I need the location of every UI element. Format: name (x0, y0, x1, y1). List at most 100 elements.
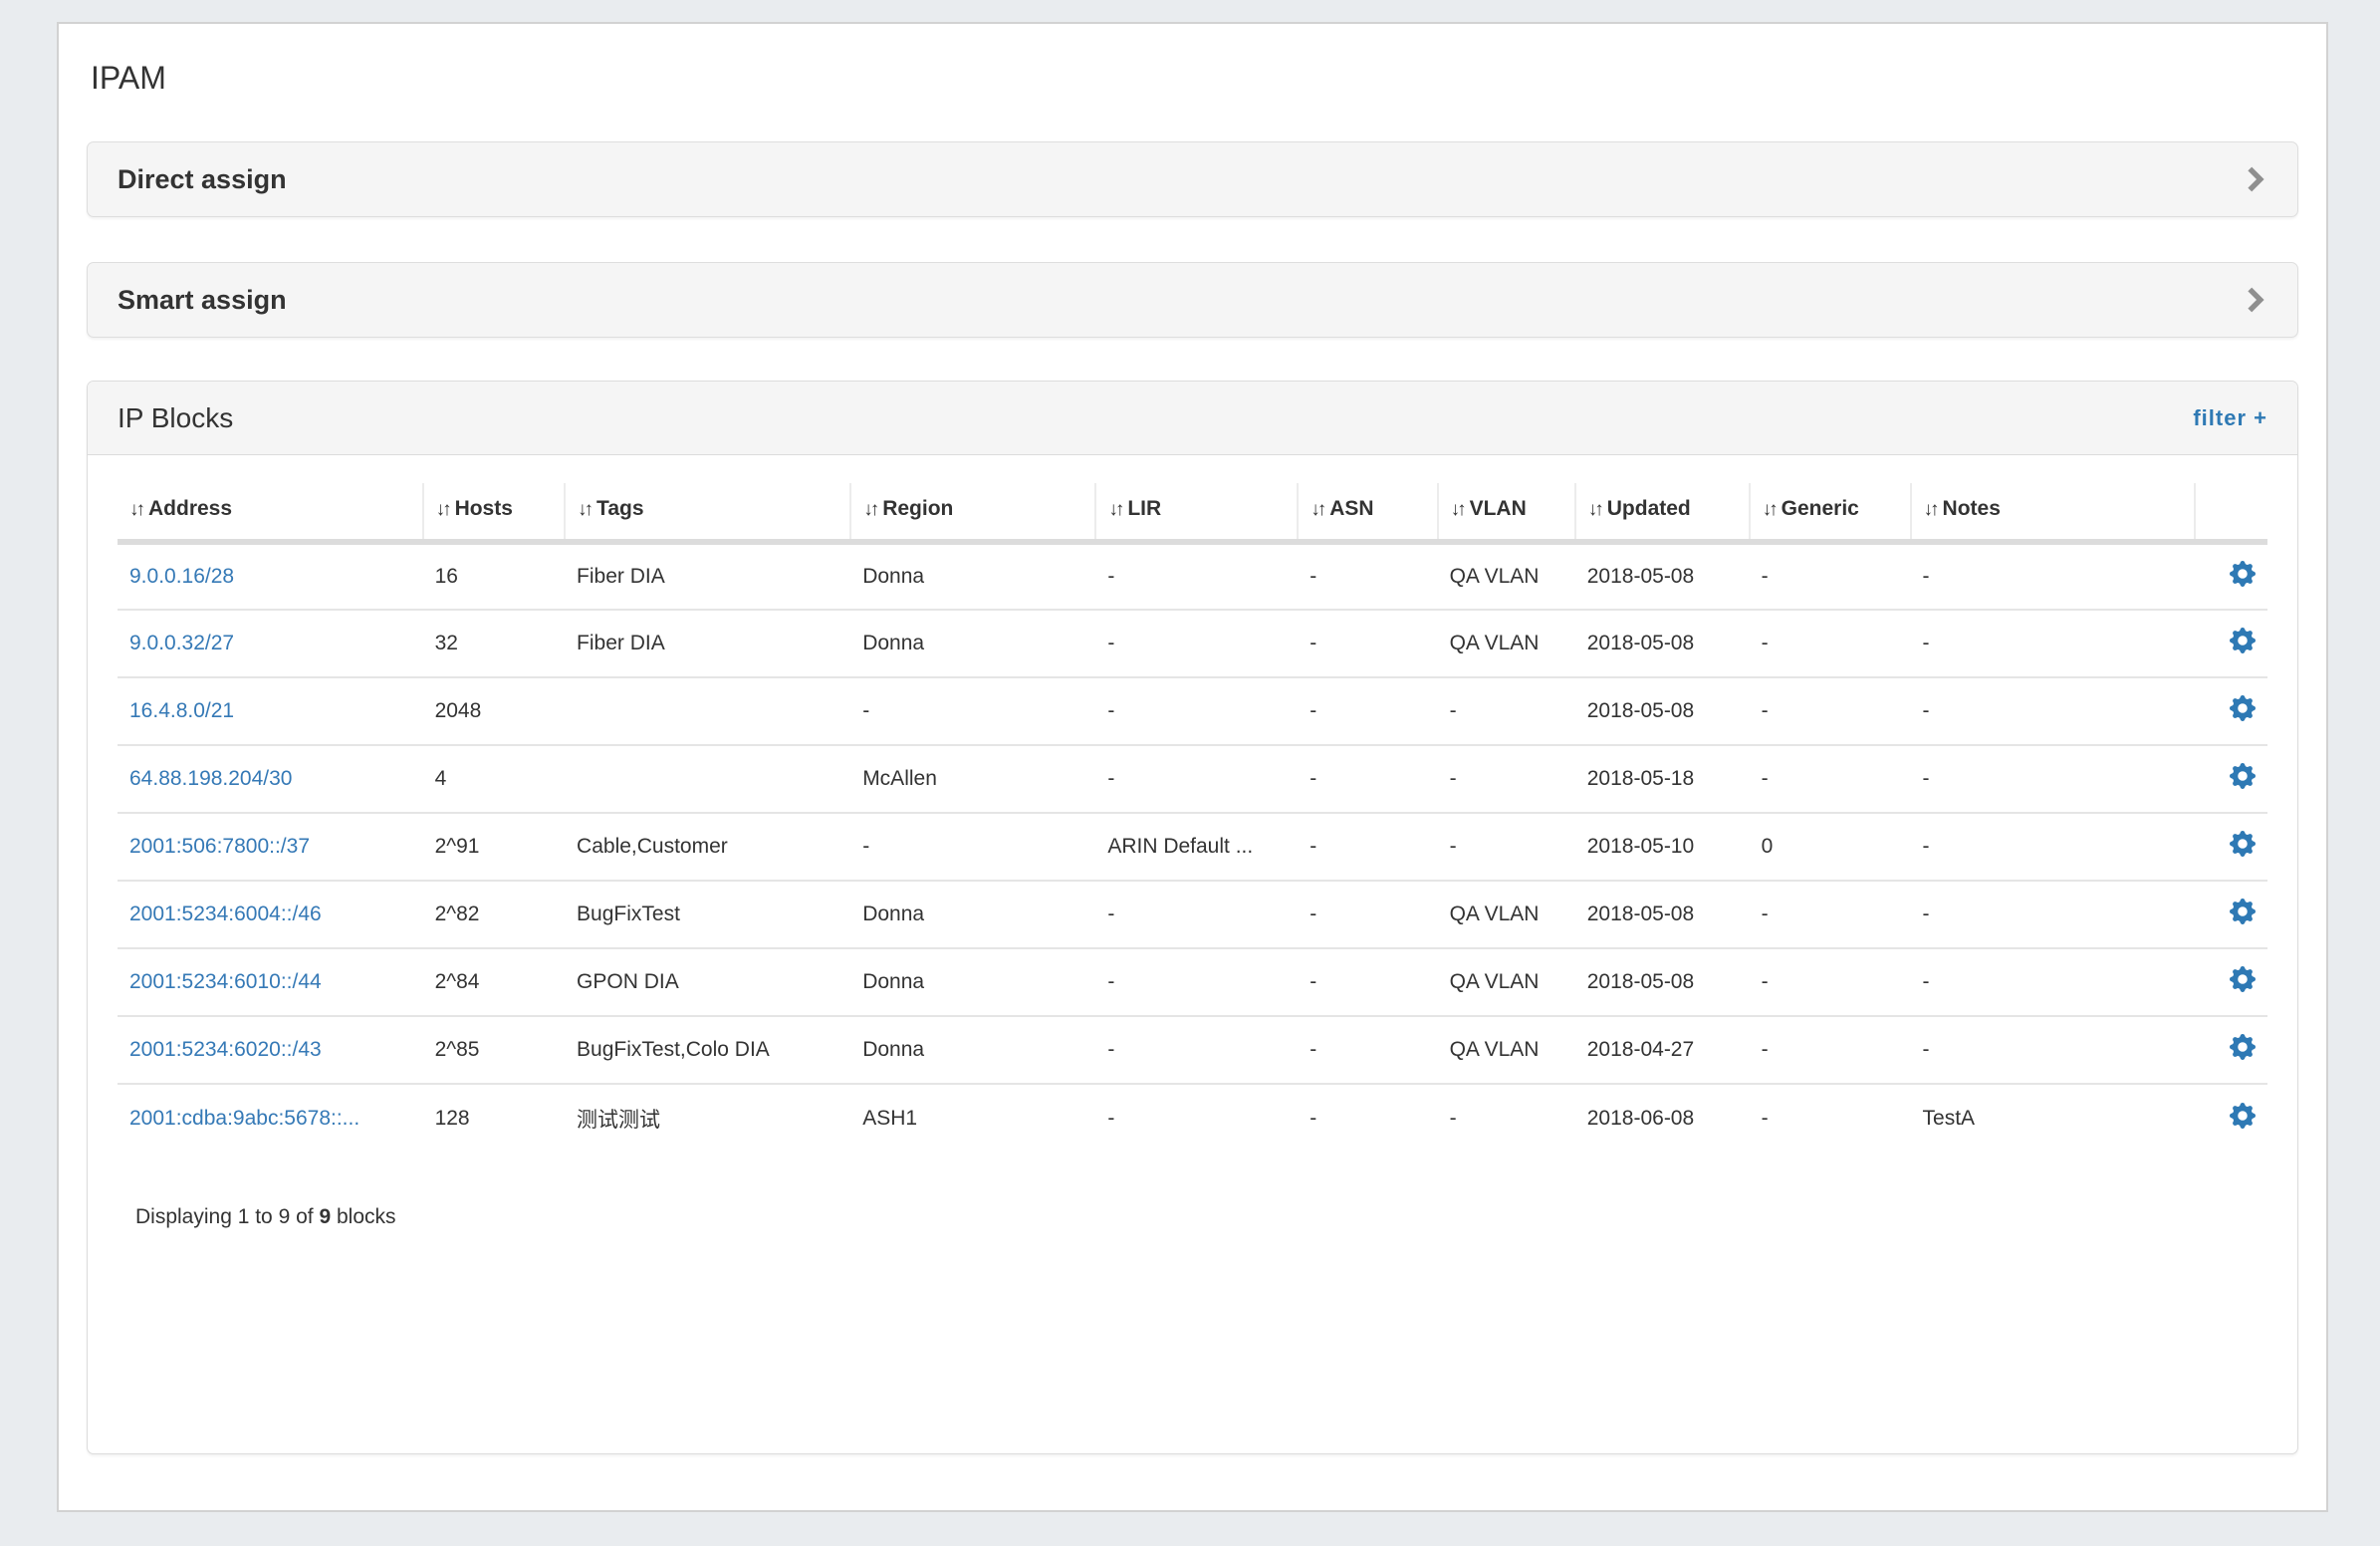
column-header-vlan[interactable]: ↓↑ VLAN (1436, 483, 1575, 545)
sort-icon: ↓↑ (1450, 499, 1467, 520)
cell-generic: 0 (1749, 813, 1911, 882)
cell-address: 2001:5234:6020::/43 (118, 1016, 423, 1085)
cell-generic: - (1749, 745, 1911, 814)
address-link[interactable]: 2001:5234:6010::/44 (129, 970, 322, 993)
column-header-region[interactable]: ↓↑ Region (849, 483, 1096, 545)
cell-asn: - (1298, 948, 1438, 1017)
direct-assign-panel[interactable]: Direct assign (87, 141, 2298, 217)
cell-actions (2194, 610, 2267, 678)
column-label: Generic (1781, 497, 1859, 520)
gear-icon (2230, 695, 2256, 721)
cell-notes: - (1910, 881, 2195, 949)
direct-assign-label: Direct assign (118, 163, 287, 194)
row-settings-button[interactable] (2230, 763, 2256, 789)
cell-tags (565, 677, 851, 746)
cell-region: Donna (850, 610, 1096, 678)
column-label: LIR (1127, 497, 1162, 520)
cell-tags: BugFixTest (565, 881, 851, 949)
column-label: ASN (1329, 497, 1374, 520)
cell-tags: GPON DIA (565, 948, 851, 1017)
gear-icon (2230, 628, 2256, 653)
gear-icon (2230, 899, 2256, 924)
chevron-right-icon (2248, 287, 2264, 313)
ip-blocks-table: ↓↑ Address ↓↑ Hosts ↓↑ Tags ↓↑ Region ↓↑ LIR ↓↑ ASN… (118, 483, 2267, 1152)
cell-updated: 2018-05-08 (1574, 881, 1750, 949)
cell-lir: - (1107, 1106, 1115, 1130)
cell-vlan: QA VLAN (1437, 1016, 1575, 1085)
address-link[interactable]: 2001:5234:6020::/43 (129, 1038, 322, 1061)
column-header-notes[interactable]: ↓↑ Notes (1909, 483, 2195, 545)
row-settings-button[interactable] (2230, 628, 2256, 653)
footer-prefix: Displaying 1 to 9 of (135, 1205, 314, 1228)
address-link[interactable]: 9.0.0.16/28 (129, 565, 235, 588)
cell-actions (2194, 813, 2267, 882)
footer-suffix: blocks (336, 1205, 396, 1228)
cell-asn: - (1298, 610, 1438, 678)
cell-lir: - (1095, 542, 1299, 611)
sort-icon: ↓↑ (1587, 499, 1604, 520)
column-header-hosts[interactable]: ↓↑ Hosts (421, 483, 566, 545)
address-link[interactable]: 2001:cdba:9abc:5678::... (129, 1106, 360, 1130)
address-link[interactable]: 2001:5234:6004::/46 (129, 902, 322, 925)
cell-region: Donna (850, 948, 1096, 1017)
cell-updated: 2018-04-27 (1574, 1016, 1750, 1085)
cell-address: 2001:5234:6010::/44 (118, 948, 423, 1017)
cell-region: - (850, 677, 1096, 746)
ip-blocks-body: ↓↑ Address ↓↑ Hosts ↓↑ Tags ↓↑ Region ↓↑ LIR ↓↑ ASN… (88, 455, 2297, 1453)
row-settings-button[interactable] (2230, 695, 2256, 721)
cell-vlan: QA VLAN (1437, 881, 1575, 949)
address-link[interactable]: 64.88.198.204/30 (129, 767, 293, 790)
row-settings-button[interactable] (2230, 1102, 2256, 1129)
gear-icon (2230, 561, 2256, 587)
filter-toggle-link[interactable]: filter + (2193, 404, 2267, 430)
cell-region: Donna (850, 542, 1096, 611)
cell-lir: - (1095, 948, 1299, 1017)
address-link[interactable]: 2001:506:7800::/37 (129, 835, 311, 858)
footer-total: 9 (319, 1205, 332, 1228)
cell-tags: Fiber DIA (565, 610, 851, 678)
address-link[interactable]: 16.4.8.0/21 (129, 699, 235, 722)
column-header-asn[interactable]: ↓↑ ASN (1297, 483, 1438, 545)
cell-vlan: - (1437, 677, 1575, 746)
column-label: Tags (596, 497, 644, 520)
cell-updated: 2018-06-08 (1586, 1106, 1695, 1130)
cell-generic: - (1749, 881, 1911, 949)
ip-blocks-title: IP Blocks (118, 401, 234, 433)
sort-icon: ↓↑ (1310, 499, 1326, 520)
address-link[interactable]: 9.0.0.32/27 (129, 632, 235, 654)
column-header-lir[interactable]: ↓↑ LIR (1094, 483, 1299, 545)
cell-generic: - (1749, 677, 1911, 746)
table-row: 16.4.8.0/21 2048- - - -2018-05-08- - (118, 677, 2267, 746)
column-header-generic[interactable]: ↓↑ Generic (1748, 483, 1911, 545)
cell-notes: - (1910, 677, 2195, 746)
smart-assign-panel[interactable]: Smart assign (87, 262, 2298, 338)
cell-tags: Fiber DIA (565, 542, 851, 611)
cell-actions (2195, 1084, 2267, 1152)
column-label: Address (148, 497, 233, 520)
cell-lir: ARIN Default ... (1095, 813, 1299, 882)
cell-asn: - (1298, 677, 1438, 746)
cell-region: - (850, 813, 1096, 882)
column-header-updated[interactable]: ↓↑ Updated (1573, 483, 1750, 545)
cell-address: 2001:cdba:9abc:5678::... (118, 1084, 423, 1152)
row-settings-button[interactable] (2230, 899, 2256, 924)
row-settings-button[interactable] (2230, 831, 2256, 857)
cell-vlan: - (1437, 745, 1575, 814)
row-settings-button[interactable] (2230, 1034, 2256, 1060)
cell-updated: 2018-05-18 (1574, 745, 1750, 814)
gear-icon (2230, 966, 2256, 992)
cell-notes: - (1910, 745, 2195, 814)
cell-address: 16.4.8.0/21 (118, 677, 423, 746)
row-settings-button[interactable] (2230, 966, 2256, 992)
cell-asn: - (1298, 542, 1438, 611)
column-header-tags[interactable]: ↓↑ Tags (564, 483, 851, 545)
cell-generic: - (1749, 542, 1911, 611)
row-settings-button[interactable] (2230, 561, 2256, 587)
cell-lir: - (1095, 677, 1299, 746)
cell-region: McAllen (850, 745, 1096, 814)
column-header-address[interactable]: ↓↑ Address (118, 483, 423, 545)
cell-tags: Cable,Customer (565, 813, 851, 882)
cell-hosts: 2^91 (422, 813, 566, 882)
ip-blocks-panel: IP Blocks filter + ↓↑ Address ↓↑ Hosts ↓↑ Tag… (87, 381, 2298, 1454)
cell-asn: - (1298, 813, 1438, 882)
